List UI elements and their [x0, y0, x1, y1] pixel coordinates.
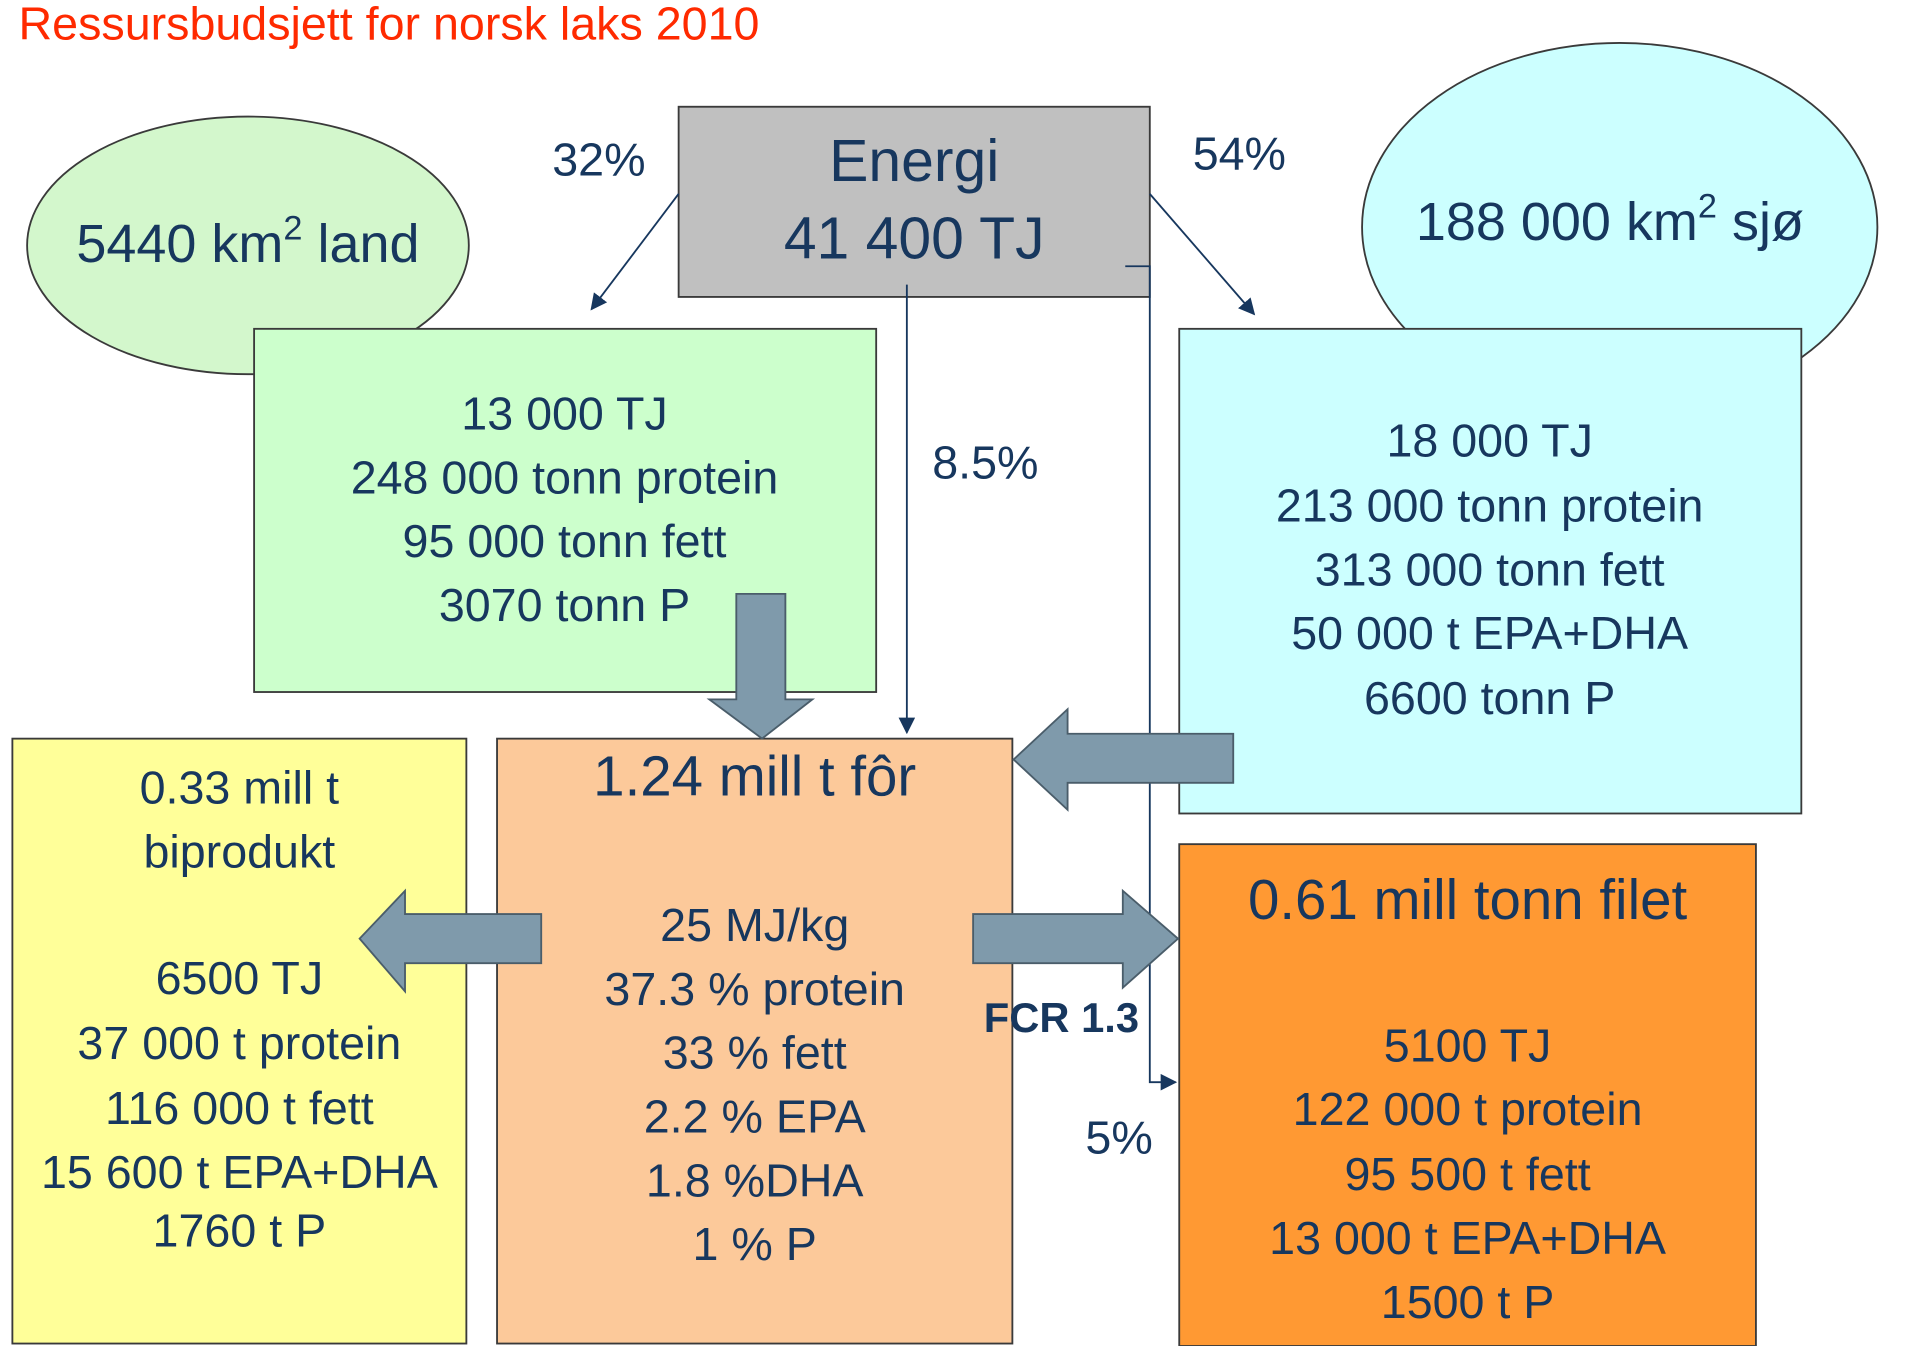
flow-label: 32%: [552, 134, 645, 186]
node-text: 13 000 t EPA+DHA: [1269, 1212, 1666, 1264]
node-text: 248 000 tonn protein: [351, 451, 779, 503]
flow-label: 8.5%: [932, 437, 1038, 489]
title: Ressursbudsjett for norsk laks 2010: [19, 0, 760, 49]
node-text: 6600 tonn P: [1364, 672, 1615, 724]
node-text: 41 400 TJ: [784, 207, 1045, 272]
superscript: 2: [1698, 188, 1717, 226]
arrow: [1125, 265, 1178, 1091]
node-title: 1.24 mill t fôr: [593, 744, 916, 807]
node-text: 15 600 t EPA+DHA: [41, 1146, 438, 1198]
node-text: 50 000 t EPA+DHA: [1291, 607, 1688, 659]
node-text: 3070 tonn P: [439, 579, 690, 631]
flow-label: 54%: [1193, 127, 1286, 179]
block-arrow: [358, 888, 543, 994]
text: sjø: [1717, 192, 1804, 252]
node-text: 37.3 % protein: [604, 963, 905, 1015]
text: 5440 km: [76, 214, 283, 274]
text: land: [303, 214, 420, 274]
node-text: 95 000 tonn fett: [403, 515, 727, 567]
node-text: 116 000 t fett: [105, 1082, 374, 1134]
node-text: 18 000 TJ: [1386, 414, 1592, 466]
sea-label: 188 000 km2 sjø: [1416, 188, 1804, 252]
node-text: 213 000 tonn protein: [1276, 480, 1704, 532]
node-title: 0.61 mill tonn filet: [1248, 868, 1688, 931]
feed-sea-box: [1178, 327, 1803, 815]
byproduct-box: [11, 737, 468, 1345]
text: 188 000 km: [1416, 192, 1698, 252]
node-text: 1 % P: [693, 1218, 817, 1270]
node-text: 37 000 t protein: [77, 1017, 401, 1069]
node-text: 122 000 t protein: [1293, 1083, 1643, 1135]
node-text: 6500 TJ: [156, 952, 324, 1004]
node-text: 33 % fett: [663, 1027, 847, 1079]
node-text: biprodukt: [143, 826, 335, 878]
block-arrow: [972, 888, 1180, 990]
node-text: 95 500 t fett: [1344, 1148, 1590, 1200]
node-text: 13 000 TJ: [461, 387, 667, 439]
flow-label: 5%: [1085, 1111, 1152, 1163]
arrow: [1149, 193, 1256, 316]
node-text: 1.8 %DHA: [646, 1154, 864, 1206]
block-arrow: [1012, 707, 1235, 812]
node-text: 313 000 tonn fett: [1315, 543, 1665, 595]
node-text: 25 MJ/kg: [660, 899, 849, 951]
land-ellipse: [26, 115, 470, 376]
node-text: Energi: [829, 129, 999, 194]
land-label: 5440 km2 land: [76, 210, 419, 274]
node-text: 0.33 mill t: [140, 762, 340, 814]
node-text: 5100 TJ: [1384, 1019, 1552, 1071]
flow-label: FCR 1.3: [984, 994, 1139, 1041]
fillet-box: [1178, 843, 1757, 1346]
energy-box: [677, 105, 1151, 298]
feed-box: [496, 737, 1014, 1345]
superscript: 2: [283, 210, 302, 248]
block-arrow: [706, 592, 816, 740]
node-text: 2.2 % EPA: [644, 1091, 866, 1143]
node-text: 1760 t P: [153, 1205, 327, 1257]
arrow: [590, 193, 680, 311]
node-text: 1500 t P: [1381, 1276, 1555, 1328]
